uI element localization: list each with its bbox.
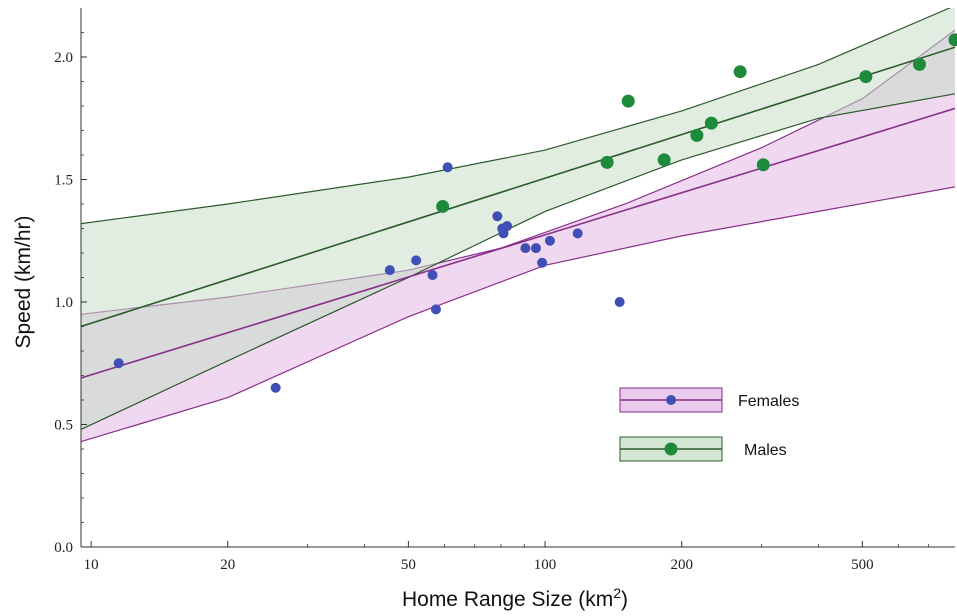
females-data-point [614, 297, 625, 307]
males-data-point [948, 33, 957, 47]
x-axis-title: Home Range Size (km2) [402, 585, 628, 611]
x-tick-label: 100 [534, 557, 557, 573]
axes: 0.0 0.5 1.0 1.5 2.0 10 20 50 100 200 500 [54, 8, 955, 573]
males-legend-marker [664, 442, 678, 456]
y-axis-title: Speed (km/hr) [12, 215, 35, 348]
females-data-point [430, 304, 441, 315]
x-tick-label: 200 [670, 557, 693, 573]
females-data-point [492, 211, 503, 222]
males-band-lower-edge [81, 93, 955, 430]
females-data-point [544, 235, 555, 246]
males-data-point [621, 94, 635, 108]
females-data-point [442, 162, 453, 173]
regression-lines [81, 46, 955, 379]
males-data-point [657, 153, 671, 167]
males-data-point [690, 128, 704, 142]
y-tick-label: 1.5 [54, 173, 73, 189]
x-tick-label: 500 [851, 557, 874, 573]
legend: Females Males [619, 387, 799, 462]
x-tick-label: 10 [84, 557, 99, 573]
females-data-point [530, 243, 541, 254]
males-data-point [912, 57, 926, 71]
y-tick-label: 0.5 [54, 418, 73, 434]
males-data-point [436, 199, 450, 213]
x-tick-label: 20 [220, 557, 235, 573]
y-tick-label: 2.0 [54, 50, 73, 66]
males-band-upper-edge [81, 8, 951, 225]
females-data-point [113, 358, 124, 369]
females-data-point [270, 382, 281, 393]
males-data-point [704, 116, 718, 130]
y-tick-label: 0.0 [54, 540, 73, 556]
males-data-point [600, 155, 614, 169]
females-data-point [384, 265, 395, 276]
females-legend-label: Females [738, 393, 799, 410]
x-tick-label: 50 [401, 557, 416, 573]
males-data-point [756, 158, 770, 172]
males-fit-line [81, 46, 955, 328]
males-data-point [859, 70, 873, 84]
y-tick-label: 1.0 [54, 295, 73, 311]
confidence-bands [81, 8, 955, 443]
females-data-point [537, 257, 548, 268]
females-legend-marker [666, 395, 676, 405]
males-data-point [733, 65, 747, 79]
females-data-point [427, 270, 438, 281]
females-data-point [572, 228, 583, 239]
females-fit-line [81, 107, 955, 379]
data-points [113, 33, 957, 393]
females-data-point [502, 221, 513, 232]
males-legend-label: Males [744, 442, 787, 459]
females-confidence-band [81, 30, 955, 442]
females-data-point [411, 255, 422, 266]
males-confidence-band [81, 8, 955, 430]
females-data-point [520, 243, 531, 254]
